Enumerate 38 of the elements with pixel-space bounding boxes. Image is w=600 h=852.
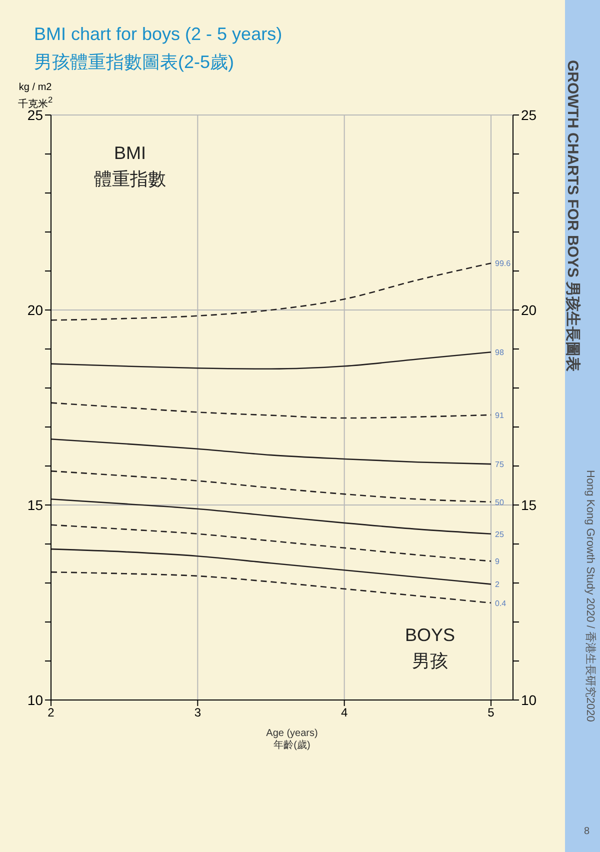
y2-tick-label: 15 xyxy=(521,496,537,513)
series-label: 98 xyxy=(495,348,504,358)
line-series xyxy=(51,470,492,503)
annotation: BMI 體重指數 xyxy=(94,143,166,189)
series-label: 2 xyxy=(495,580,500,590)
line-series xyxy=(51,498,492,535)
y-axis-title: kg / m2 千克米$^{2}$ xyxy=(18,82,53,110)
series-label: 25 xyxy=(495,530,504,539)
x-tick-label: 5 xyxy=(488,706,495,720)
series-label: 91 xyxy=(495,410,504,420)
y2-tick-label: 20 xyxy=(521,302,537,318)
line-series xyxy=(51,262,492,321)
line-series xyxy=(51,402,492,419)
y-tick-label: 15 xyxy=(27,496,44,513)
text: Hong Kong Growth Study 2020 / 香港生長研究2020 xyxy=(584,470,596,722)
x-axis-title: Age (years) 年齡(歲) xyxy=(266,728,318,751)
text: 8 xyxy=(584,826,590,837)
chart-title: BMI chart for boys (2 - 5 years) xyxy=(34,24,282,44)
line-series xyxy=(51,524,492,562)
series-label: 75 xyxy=(495,460,504,470)
x-tick-label: 3 xyxy=(194,706,202,720)
y-tick-label: 10 xyxy=(27,692,44,708)
annotation: BOYS 男孩 xyxy=(404,625,456,671)
line-series xyxy=(51,438,492,465)
line-series xyxy=(51,548,492,585)
chart-subtitle: 男孩體重指數圖表(2-5歲) xyxy=(34,52,234,72)
series-label: 0.4 xyxy=(495,598,507,608)
x-tick-label: 4 xyxy=(340,706,348,720)
line-series xyxy=(51,571,492,604)
y-tick-label: 20 xyxy=(27,302,44,318)
text: GROWTH CHARTS FOR BOYS 男孩生長圖表 xyxy=(564,60,581,372)
x-tick-label: 2 xyxy=(48,706,55,720)
y2-tick-label: 25 xyxy=(521,106,537,123)
series-label: 50 xyxy=(495,498,504,507)
line-series xyxy=(51,351,492,370)
series-label: 99.6 xyxy=(495,259,512,268)
series-label: 9 xyxy=(495,557,500,566)
y2-tick-label: 10 xyxy=(521,692,537,708)
